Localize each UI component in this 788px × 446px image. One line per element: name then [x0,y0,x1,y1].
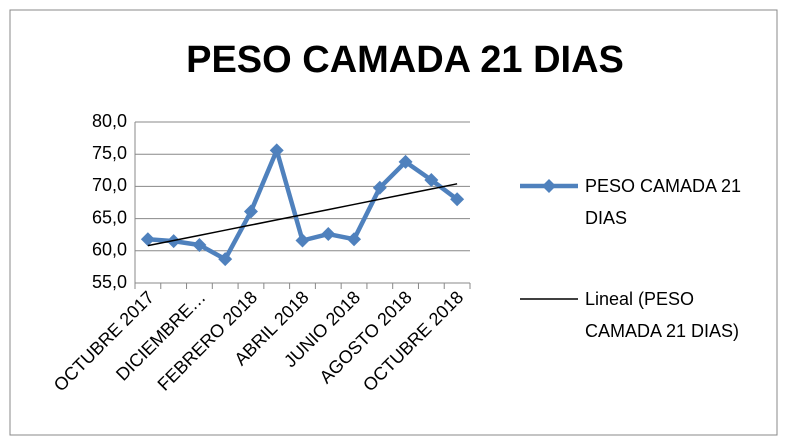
y-tick-label: 75,0 [92,143,127,163]
marker [347,232,362,247]
marker [321,227,336,242]
legend-label: Lineal (PESO CAMADA 21 DIAS) [585,289,740,341]
trend-line [147,183,458,247]
marker [192,238,207,253]
y-tick-label: 80,0 [92,111,127,131]
y-tick-label: 70,0 [92,175,127,195]
legend-label: PESO CAMADA 21 DIAS [585,176,742,228]
marker [424,172,439,187]
marker [243,204,258,219]
marker [450,192,465,207]
chart-title: PESO CAMADA 21 DIAS [186,39,624,81]
y-tick-label: 65,0 [92,207,127,227]
marker [398,154,413,169]
marker [372,180,387,195]
marker [218,252,233,267]
legend-marker [542,179,556,193]
marker [140,232,155,247]
marker [295,233,310,248]
marker [269,143,284,158]
y-tick-label: 55,0 [92,272,127,292]
chart-border [9,9,778,436]
y-tick-label: 60,0 [92,240,127,260]
